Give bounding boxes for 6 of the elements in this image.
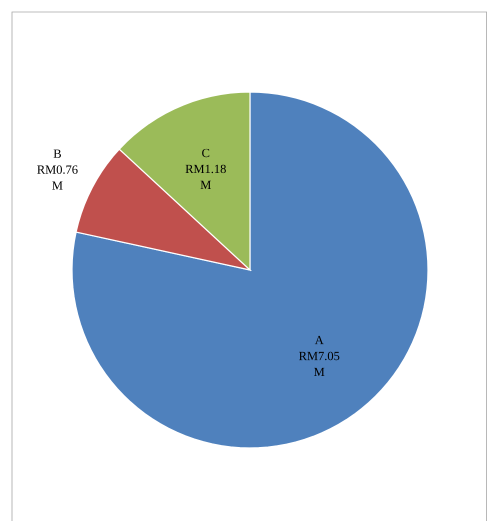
slice-label: C bbox=[202, 148, 210, 158]
slice-label: B bbox=[54, 150, 61, 158]
data-label: RM1.18 M bbox=[186, 164, 226, 189]
data-label: RM7.05 M bbox=[299, 352, 340, 376]
data-label: RM0.76 M bbox=[37, 165, 78, 190]
slice-label: A bbox=[314, 336, 324, 344]
